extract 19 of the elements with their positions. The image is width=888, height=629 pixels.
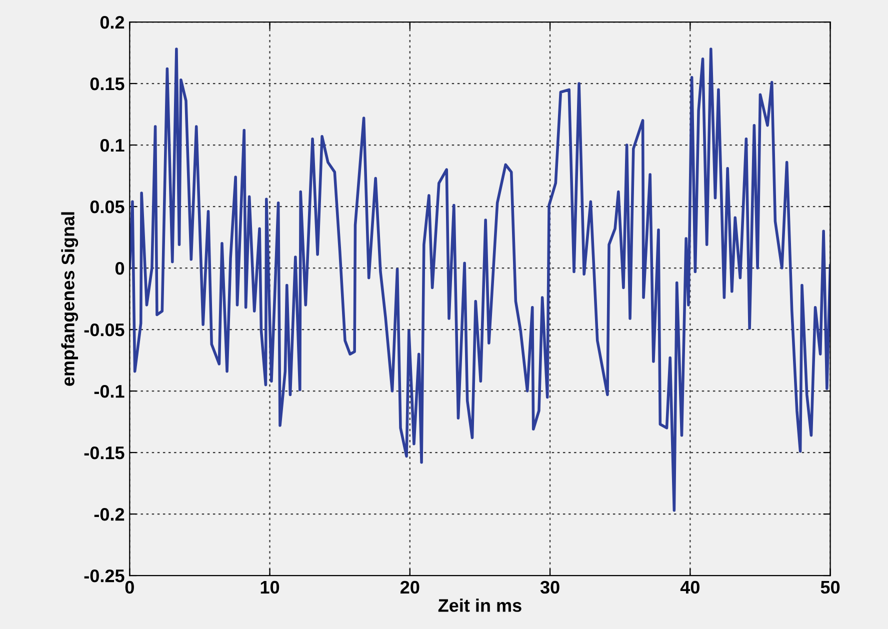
line-series bbox=[130, 48, 830, 512]
y-tick-label: 0.15 bbox=[90, 77, 124, 90]
y-tick-label: -0.2 bbox=[94, 508, 124, 521]
y-tick-label: 0.1 bbox=[100, 138, 124, 152]
y-tick-label: 0 bbox=[115, 262, 124, 275]
x-tick-label: 30 bbox=[540, 580, 560, 594]
y-tick-label: -0.15 bbox=[84, 446, 124, 460]
y-tick-label: -0.25 bbox=[84, 569, 124, 582]
y-tick-label: -0.05 bbox=[84, 323, 124, 336]
y-axis-title: empfangenes Signal bbox=[61, 212, 78, 386]
y-tick-label: 0.2 bbox=[100, 16, 124, 29]
x-tick-label: 0 bbox=[125, 580, 134, 594]
x-tick-label: 50 bbox=[820, 580, 840, 594]
x-tick-label: 10 bbox=[260, 580, 280, 594]
y-tick-label: 0.05 bbox=[90, 200, 124, 214]
x-tick-label: 20 bbox=[400, 580, 420, 594]
y-tick-label: -0.1 bbox=[94, 384, 124, 398]
x-axis-title: Zeit in ms bbox=[438, 598, 522, 612]
x-tick-label: 40 bbox=[680, 580, 700, 594]
